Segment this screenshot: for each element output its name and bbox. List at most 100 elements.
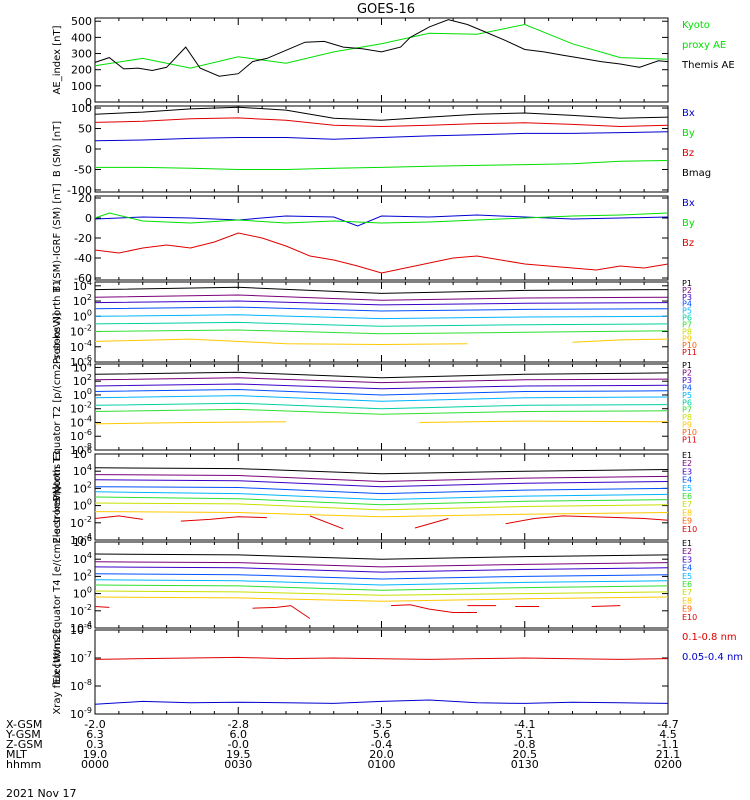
series-line-e3 bbox=[94, 479, 669, 488]
series-line-bx bbox=[94, 131, 669, 142]
y-tick-label: 106 bbox=[73, 446, 92, 461]
series-line-e2 bbox=[94, 474, 669, 483]
legend-entry: By bbox=[682, 128, 695, 139]
legend-entry: Bz bbox=[682, 238, 694, 249]
series-line-e7 bbox=[94, 502, 669, 511]
series-line-p9 bbox=[94, 338, 468, 346]
series-line-e8 bbox=[94, 511, 669, 518]
legend-entry: By bbox=[682, 218, 695, 229]
y-tick-label: 102 bbox=[73, 568, 92, 583]
series-line-p2 bbox=[94, 294, 669, 301]
series-line-p3 bbox=[94, 383, 669, 390]
y-tick-label: 102 bbox=[73, 293, 92, 308]
y-axis-label: AE_index [nT] bbox=[52, 25, 63, 94]
y-tick-label: 10-6 bbox=[70, 622, 92, 637]
series-line-e10 bbox=[94, 515, 143, 520]
y-tick-label: 106 bbox=[73, 534, 92, 549]
y-tick-label: 10-6 bbox=[70, 428, 92, 443]
series-line-bmag bbox=[94, 106, 669, 121]
x-row-label: MLT bbox=[6, 748, 27, 761]
panel-frame bbox=[94, 453, 669, 541]
panel-frame bbox=[94, 281, 669, 363]
series-line-e10 bbox=[252, 605, 311, 619]
legend-entry: E10 bbox=[682, 613, 697, 622]
series-line-p2 bbox=[94, 377, 669, 384]
legend-entry: 0.1-0.8 nm bbox=[682, 632, 737, 643]
series-line-kyoto-proxy-ae bbox=[94, 23, 669, 69]
series-line-0-05-0-4-nm bbox=[94, 699, 669, 705]
legend-entry: E9 bbox=[682, 517, 692, 526]
y-tick-label: 400 bbox=[71, 31, 92, 44]
x-row-value: 20.5 bbox=[513, 748, 538, 761]
legend-entry: E4 bbox=[682, 564, 692, 573]
y-tick-label: 100 bbox=[73, 387, 92, 402]
x-row-value: 21.1 bbox=[656, 748, 681, 761]
y-tick-label: 0 bbox=[85, 212, 92, 225]
panel-3: -60 -40 -20 0 20 B (SM)-IGRF (SM) [nT] Bx By Bz bbox=[52, 183, 695, 292]
legend-entry: E5 bbox=[682, 484, 692, 493]
y-axis-label: B (SM)-IGRF (SM) [nT] bbox=[52, 183, 63, 292]
x-row-value: 0030 bbox=[224, 758, 252, 771]
series-line-bx bbox=[94, 214, 669, 227]
series-line-p6 bbox=[94, 402, 669, 410]
legend-entry: E6 bbox=[682, 580, 692, 589]
y-axis-label: Xray flux [W/m2] bbox=[52, 629, 63, 714]
legend-entry: P6 bbox=[682, 314, 692, 323]
series-line-p1 bbox=[94, 371, 669, 379]
x-row-value: 4.5 bbox=[659, 728, 677, 741]
x-row-value: -2.0 bbox=[84, 718, 105, 731]
series-line-e1 bbox=[94, 553, 669, 560]
x-row-value: 5.6 bbox=[373, 728, 391, 741]
x-row-value: -4.1 bbox=[514, 718, 535, 731]
legend-entry: P10 bbox=[682, 428, 697, 437]
legend-entry: Bz bbox=[682, 148, 694, 159]
legend-entry: E7 bbox=[682, 500, 692, 509]
series-line-e7 bbox=[94, 590, 669, 596]
y-tick-label: 10-4 bbox=[70, 414, 92, 429]
y-tick-label: 102 bbox=[73, 480, 92, 495]
y-axis-label: Protons Equator T2 [p/(cm2-s-sr-keV)] bbox=[52, 312, 63, 501]
x-row-value: 19.0 bbox=[83, 748, 108, 761]
y-tick-label: 10-4 bbox=[70, 339, 92, 354]
legend-entry: P2 bbox=[682, 286, 692, 295]
series-line-e4 bbox=[94, 573, 669, 580]
x-row-value: 0.3 bbox=[86, 738, 104, 751]
legend-entry: P8 bbox=[682, 413, 692, 422]
y-tick-label: 104 bbox=[73, 463, 92, 478]
x-row-value: -4.7 bbox=[657, 718, 678, 731]
panel-frame bbox=[94, 195, 669, 281]
series-line-p5 bbox=[94, 395, 669, 402]
y-tick-label: 10-8 bbox=[70, 442, 92, 457]
x-row-value: 5.1 bbox=[516, 728, 534, 741]
series-line-e10 bbox=[591, 605, 621, 607]
x-row-value: 0000 bbox=[81, 758, 109, 771]
series-line-e6 bbox=[94, 584, 669, 591]
legend-entry: Bx bbox=[682, 198, 695, 209]
y-tick-label: 102 bbox=[73, 373, 92, 388]
y-tick-label: 104 bbox=[73, 359, 92, 374]
legend-entry: E7 bbox=[682, 588, 692, 597]
legend-entry: E10 bbox=[682, 525, 697, 534]
series-line-e10 bbox=[414, 518, 449, 529]
y-axis-label: Electrons Equator T4 [e/(cm2-s-sr-keV)] bbox=[52, 486, 63, 683]
legend-entry: proxy AE bbox=[682, 40, 726, 51]
legend-entry: E1 bbox=[682, 451, 692, 460]
series-line-e5 bbox=[94, 579, 669, 586]
x-row-label: X-GSM bbox=[6, 718, 42, 731]
series-line-e1 bbox=[94, 467, 669, 475]
series-line-p9 bbox=[94, 421, 287, 425]
series-line-themis-ae bbox=[94, 19, 669, 77]
y-tick-label: 104 bbox=[73, 551, 92, 566]
series-line-p6 bbox=[94, 321, 669, 327]
x-row-value: -0.0 bbox=[228, 738, 249, 751]
legend-entry: E4 bbox=[682, 476, 692, 485]
y-tick-label: -100 bbox=[67, 184, 92, 197]
legend-entry: P8 bbox=[682, 327, 692, 336]
y-tick-label: 100 bbox=[71, 102, 92, 115]
legend-entry: P3 bbox=[682, 376, 692, 385]
legend-entry: P9 bbox=[682, 334, 692, 343]
series-line-e3 bbox=[94, 566, 669, 573]
series-line-0-1-0-8-nm bbox=[94, 656, 669, 660]
